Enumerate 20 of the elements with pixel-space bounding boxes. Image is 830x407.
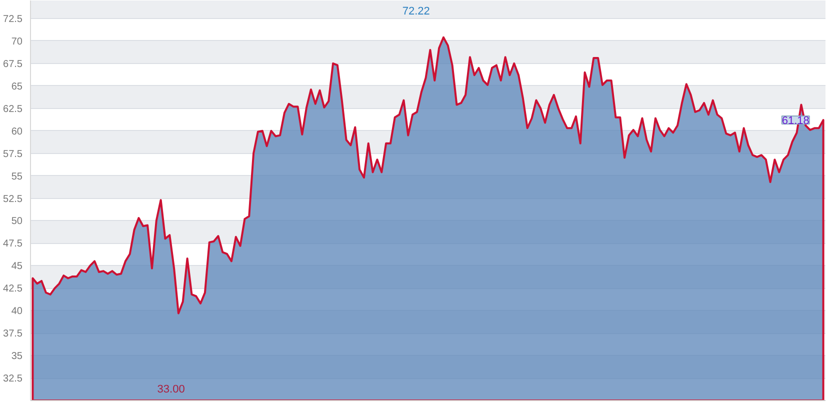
y-tick-label: 62.5 <box>3 104 23 115</box>
annotation: 33.00 <box>157 384 185 396</box>
y-tick-label: 47.5 <box>3 238 23 250</box>
y-tick-label: 70 <box>11 36 23 48</box>
annotation: 72.22 <box>402 6 430 18</box>
y-tick-label: 42.5 <box>3 284 23 295</box>
y-tick-label: 67.5 <box>3 58 23 70</box>
y-tick-label: 55 <box>11 171 23 182</box>
y-tick-label: 60 <box>11 126 23 138</box>
y-tick-label: 37.5 <box>3 328 23 340</box>
y-tick-label: 50 <box>11 216 23 228</box>
y-tick-label: 40 <box>11 306 23 318</box>
y-tick-label: 45 <box>11 261 23 272</box>
y-tick-label: 52.5 <box>3 194 23 205</box>
y-tick-label: 72.5 <box>3 14 23 25</box>
y-tick-label: 57.5 <box>3 148 23 160</box>
y-tick-label: 35 <box>11 351 23 362</box>
y-tick-label: 32.5 <box>3 374 23 385</box>
y-tick-label: 65 <box>11 81 23 92</box>
annotation: 61.18 <box>782 115 810 128</box>
